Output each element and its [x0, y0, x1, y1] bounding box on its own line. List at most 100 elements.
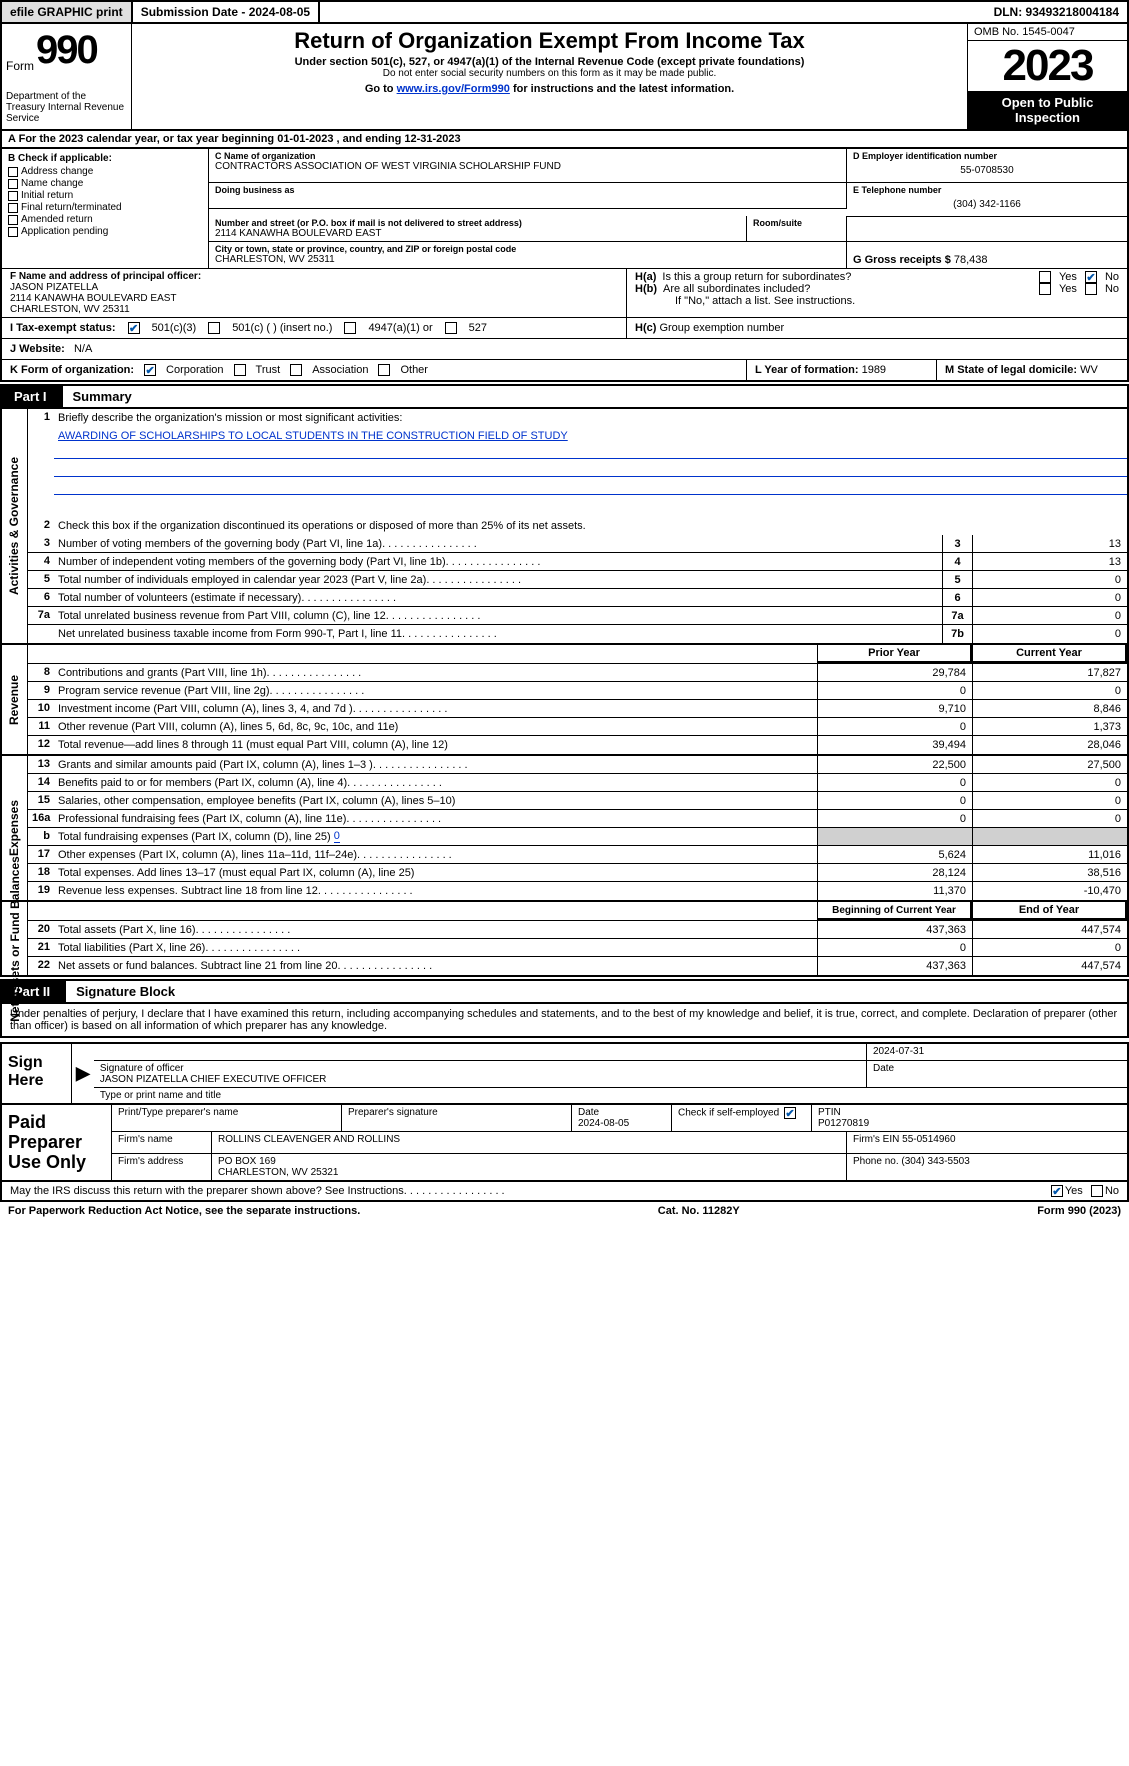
p11: 0 [817, 718, 972, 735]
corp-check[interactable] [144, 364, 156, 376]
part-2-header: Part II Signature Block [0, 979, 1129, 1004]
h-a-yes[interactable] [1039, 271, 1051, 283]
mission: AWARDING OF SCHOLARSHIPS TO LOCAL STUDEN… [54, 427, 1127, 445]
tax-year: 2023 [968, 41, 1127, 91]
c21: 0 [972, 939, 1127, 956]
p16a: 0 [817, 810, 972, 827]
section-j: J Website: N/A [0, 338, 1129, 359]
submission-date: Submission Date - 2024-08-05 [133, 2, 320, 22]
checkbox-address[interactable] [8, 167, 18, 177]
c19: -10,470 [972, 882, 1127, 900]
val-3: 13 [972, 535, 1127, 552]
may-discuss-row: May the IRS discuss this return with the… [0, 1182, 1129, 1202]
website: N/A [74, 343, 92, 355]
department: Department of the Treasury Internal Reve… [6, 91, 127, 124]
efile-print-button[interactable]: efile GRAPHIC print [2, 2, 133, 22]
c14: 0 [972, 774, 1127, 791]
c22: 447,574 [972, 957, 1127, 975]
state-domicile: WV [1080, 364, 1098, 376]
inspection-badge: Open to Public Inspection [968, 91, 1127, 129]
h-b-no[interactable] [1085, 283, 1097, 295]
sig-date: 2024-07-31 [867, 1044, 1127, 1060]
val-6: 0 [972, 589, 1127, 606]
val-7a: 0 [972, 607, 1127, 624]
c16a: 0 [972, 810, 1127, 827]
may-yes[interactable] [1051, 1185, 1063, 1197]
omb-number: OMB No. 1545-0047 [968, 24, 1127, 41]
summary-expenses: Expenses 13Grants and similar amounts pa… [0, 756, 1129, 902]
c15: 0 [972, 792, 1127, 809]
501c-check[interactable] [208, 322, 220, 334]
subtitle-2: Do not enter social security numbers on … [140, 68, 959, 79]
val-4: 13 [972, 553, 1127, 570]
part-1-header: Part I Summary [0, 384, 1129, 409]
summary-net-assets: Net Assets or Fund Balances Beginning of… [0, 902, 1129, 977]
summary-governance: Activities & Governance 1Briefly describ… [0, 409, 1129, 645]
501c3-check[interactable] [128, 322, 140, 334]
section-k-l-m: K Form of organization: Corporation Trus… [0, 359, 1129, 382]
p22: 437,363 [817, 957, 972, 975]
p14: 0 [817, 774, 972, 791]
p19: 11,370 [817, 882, 972, 900]
street: 2114 KANAWHA BOULEVARD EAST [215, 228, 740, 239]
c11: 1,373 [972, 718, 1127, 735]
checkbox-pending[interactable] [8, 227, 18, 237]
p17: 5,624 [817, 846, 972, 863]
c20: 447,574 [972, 921, 1127, 938]
phone: (304) 342-1166 [853, 195, 1121, 214]
p13: 22,500 [817, 756, 972, 773]
assoc-check[interactable] [290, 364, 302, 376]
c12: 28,046 [972, 736, 1127, 754]
4947-check[interactable] [344, 322, 356, 334]
form-header: Form 990 Department of the Treasury Inte… [0, 24, 1129, 131]
prep-date: 2024-08-05 [578, 1118, 665, 1129]
summary-revenue: Revenue Prior YearCurrent Year 8Contribu… [0, 645, 1129, 756]
firm-name: ROLLINS CLEAVENGER AND ROLLINS [212, 1132, 847, 1153]
penalty-statement: Under penalties of perjury, I declare th… [0, 1004, 1129, 1038]
other-check[interactable] [378, 364, 390, 376]
p10: 9,710 [817, 700, 972, 717]
self-employed-check[interactable] [784, 1107, 796, 1119]
p18: 28,124 [817, 864, 972, 881]
checkbox-final[interactable] [8, 203, 18, 213]
year-formation: 1989 [862, 364, 886, 376]
officer-sig-name: JASON PIZATELLA CHIEF EXECUTIVE OFFICER [100, 1074, 860, 1085]
c17: 11,016 [972, 846, 1127, 863]
org-name: CONTRACTORS ASSOCIATION OF WEST VIRGINIA… [215, 161, 840, 172]
p15: 0 [817, 792, 972, 809]
p9: 0 [817, 682, 972, 699]
firm-phone: (304) 343-5503 [901, 1156, 969, 1167]
c10: 8,846 [972, 700, 1127, 717]
ein: 55-0708530 [853, 161, 1121, 180]
top-toolbar: efile GRAPHIC print Submission Date - 20… [0, 0, 1129, 24]
sign-here-block: Sign Here ▶ 2024-07-31 Signature of offi… [0, 1042, 1129, 1105]
h-a-no[interactable] [1085, 271, 1097, 283]
section-f-h: F Name and address of principal officer:… [0, 268, 1129, 317]
ptin: P01270819 [818, 1118, 1121, 1129]
checkbox-initial[interactable] [8, 191, 18, 201]
trust-check[interactable] [234, 364, 246, 376]
irs-link[interactable]: www.irs.gov/Form990 [397, 83, 510, 95]
form-title: Return of Organization Exempt From Incom… [140, 28, 959, 54]
section-i-hc: I Tax-exempt status: 501(c)(3) 501(c) ( … [0, 317, 1129, 338]
firm-ein: 55-0514960 [902, 1134, 955, 1145]
c9: 0 [972, 682, 1127, 699]
dln: DLN: 93493218004184 [986, 2, 1127, 22]
city: CHARLESTON, WV 25311 [215, 254, 840, 265]
may-no[interactable] [1091, 1185, 1103, 1197]
gross-receipts: 78,438 [954, 254, 988, 266]
checkbox-amended[interactable] [8, 215, 18, 225]
box-b: B Check if applicable: Address change Na… [2, 149, 209, 268]
arrow-icon: ▶ [72, 1044, 94, 1103]
line-a: A For the 2023 calendar year, or tax yea… [0, 131, 1129, 149]
c13: 27,500 [972, 756, 1127, 773]
val-7b: 0 [972, 625, 1127, 643]
footer: For Paperwork Reduction Act Notice, see … [0, 1202, 1129, 1220]
c8: 17,827 [972, 664, 1127, 681]
527-check[interactable] [445, 322, 457, 334]
h-b-yes[interactable] [1039, 283, 1051, 295]
subtitle-1: Under section 501(c), 527, or 4947(a)(1)… [140, 56, 959, 68]
form-number: Form 990 [6, 28, 127, 73]
paid-preparer-block: Paid Preparer Use Only Print/Type prepar… [0, 1105, 1129, 1182]
checkbox-name[interactable] [8, 179, 18, 189]
